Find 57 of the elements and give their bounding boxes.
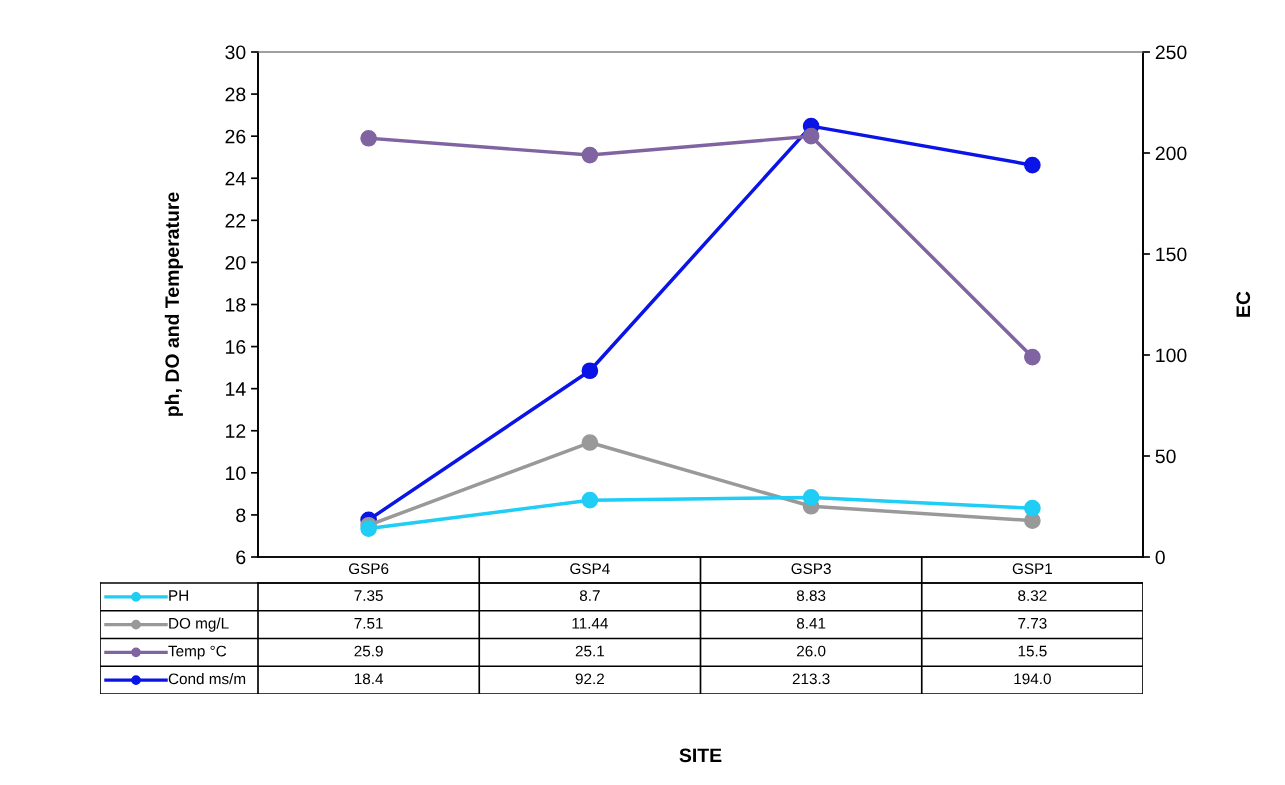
data-label: 25.1 bbox=[575, 645, 604, 657]
data-label: 8.83 bbox=[796, 590, 826, 601]
x-tick-label: GSP3 bbox=[791, 563, 831, 575]
data-label: 7.51 bbox=[354, 618, 383, 629]
data-label: 25.9 bbox=[354, 645, 383, 657]
y-tick-label: 18 bbox=[226, 297, 246, 312]
data-label: 8.7 bbox=[579, 590, 600, 601]
text: SITE bbox=[679, 748, 722, 763]
y-tick-label: 8 bbox=[236, 508, 246, 523]
y-tick-label: 22 bbox=[225, 213, 246, 228]
data-label: 92.2 bbox=[575, 673, 604, 685]
x-tick-label: GSP1 bbox=[1012, 563, 1053, 575]
point bbox=[581, 362, 599, 380]
data-label: 15.5 bbox=[1018, 645, 1047, 657]
y-tick-label: 24 bbox=[225, 171, 246, 186]
x-tick-label: GSP4 bbox=[570, 563, 610, 575]
y2-tick-label: 50 bbox=[1155, 449, 1176, 464]
data-label: 8.32 bbox=[1018, 590, 1047, 601]
y2-tick-label: 100 bbox=[1156, 348, 1187, 363]
data-label: 26.0 bbox=[797, 645, 826, 657]
y2-tick-label: 200 bbox=[1155, 146, 1187, 161]
y2-tick-label: 150 bbox=[1156, 247, 1187, 262]
data-label: 11.44 bbox=[572, 618, 608, 629]
data-label: 194.0 bbox=[1014, 673, 1051, 685]
point bbox=[581, 491, 599, 509]
y-tick-label: 16 bbox=[226, 340, 246, 354]
y-tick-label: 12 bbox=[226, 424, 246, 438]
point bbox=[581, 434, 599, 451]
point bbox=[1024, 156, 1041, 174]
y-tick-label: 20 bbox=[225, 255, 246, 270]
legend-label: PH bbox=[169, 590, 188, 601]
legend-label: Temp °C bbox=[168, 645, 227, 660]
y-tick-label: 30 bbox=[225, 45, 246, 60]
point bbox=[802, 489, 820, 506]
point bbox=[360, 129, 377, 147]
legend-label: DO mg/L bbox=[169, 617, 229, 632]
y-tick-label: 28 bbox=[225, 87, 246, 102]
x-tick-label: GSP6 bbox=[349, 563, 389, 575]
point bbox=[1024, 499, 1041, 517]
y2-tick-label: 0 bbox=[1155, 550, 1165, 565]
data-label: 8.41 bbox=[796, 617, 826, 629]
y-tick-label: 10 bbox=[226, 466, 246, 481]
point bbox=[1024, 348, 1041, 366]
y-tick-label: 6 bbox=[236, 550, 246, 565]
legend-label: Cond ms/m bbox=[168, 673, 246, 685]
point bbox=[581, 146, 599, 164]
y2-axis-title: EC bbox=[1236, 291, 1251, 317]
data-label: 18.4 bbox=[354, 673, 384, 685]
y2-tick-label: 250 bbox=[1155, 45, 1187, 60]
y-tick-label: 26 bbox=[225, 129, 246, 144]
data-label: 7.73 bbox=[1018, 617, 1047, 629]
data-label: 213.3 bbox=[792, 673, 830, 685]
point bbox=[360, 520, 377, 537]
y-axis-title: ph, DO and Temperature bbox=[164, 192, 183, 416]
point bbox=[802, 127, 820, 145]
data-label: 7.35 bbox=[354, 590, 383, 601]
y-tick-label: 14 bbox=[226, 382, 246, 396]
